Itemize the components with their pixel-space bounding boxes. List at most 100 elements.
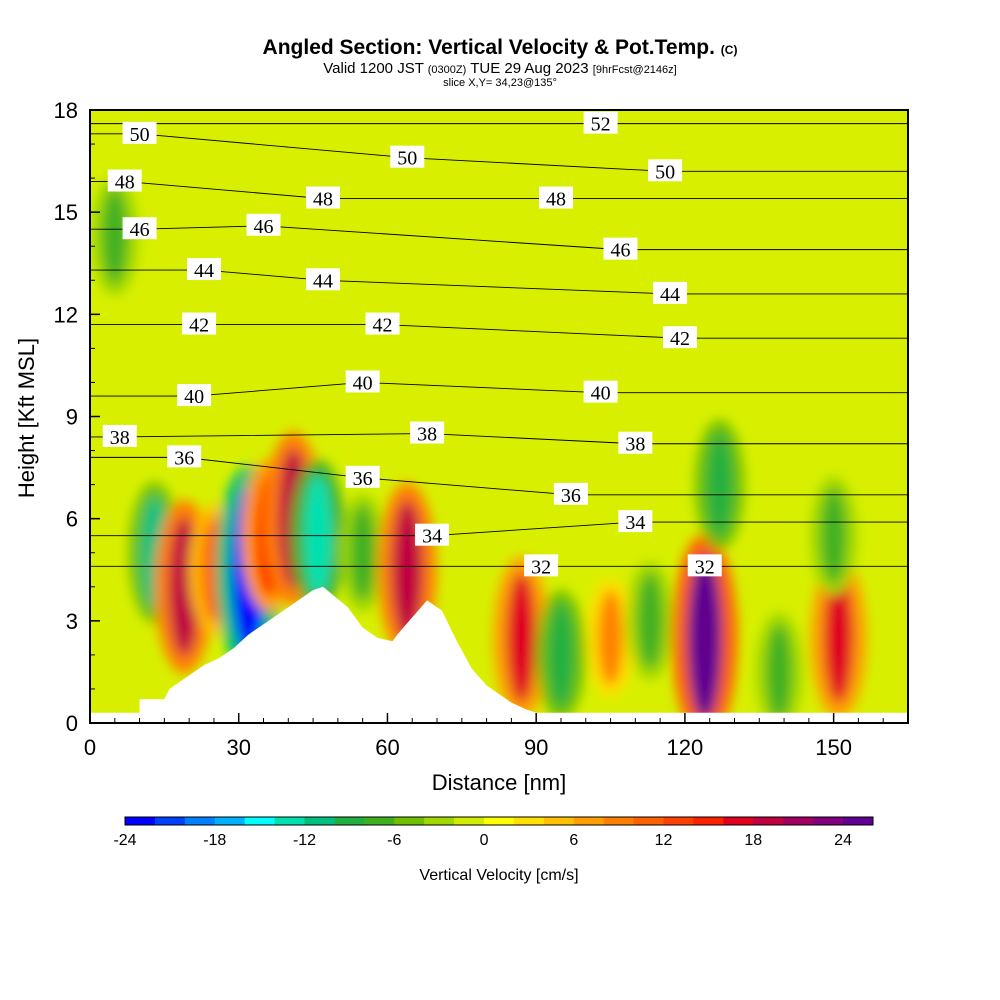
valid-utc: (0300Z) — [427, 64, 467, 76]
colorbar-swatch — [633, 817, 665, 825]
isentrope-label-text: 50 — [397, 148, 417, 170]
colorbar-tick-label: -24 — [113, 832, 136, 849]
colorbar-swatch — [813, 817, 844, 825]
isentrope-label-box — [107, 169, 142, 192]
colorbar-swatch — [364, 817, 395, 825]
velocity-field — [91, 176, 867, 723]
isentrope-label-text: 46 — [610, 240, 630, 262]
isentrope-label-text: 34 — [422, 526, 442, 548]
isentrope-label-box — [618, 510, 653, 533]
y-tick-label: 15 — [54, 200, 78, 225]
isentrope-label: 36 — [345, 465, 380, 490]
isentrope-label-box — [246, 213, 281, 236]
colorbar-swatch — [723, 817, 754, 825]
isentrope-label: 38 — [102, 424, 137, 449]
isentrope-label-box — [553, 482, 588, 505]
colorbar-swatch — [603, 817, 635, 825]
isentrope-label: 50 — [122, 121, 157, 146]
isentrope-label-box — [524, 554, 559, 577]
isentrope-label-box — [182, 312, 217, 335]
isentrope-label-text: 48 — [115, 172, 135, 194]
isentrope-label: 34 — [415, 523, 450, 548]
isentrope-label: 36 — [167, 445, 202, 469]
isentrope-label-text: 36 — [561, 485, 581, 507]
isentrope-label: 38 — [410, 421, 445, 446]
isentrope-label-text: 36 — [174, 447, 194, 469]
colorbar-swatch — [304, 817, 335, 825]
isentrope-label-text: 32 — [531, 556, 551, 578]
colorbar: -24 -18 -12 -6 0 6 12 18 24 — [113, 816, 874, 849]
colorbar-swatch — [573, 817, 605, 825]
isentrope-label-text: 38 — [625, 434, 645, 456]
colorbar-swatch — [334, 817, 365, 825]
colorbar-swatch — [394, 817, 425, 825]
colorbar-frame — [124, 816, 874, 826]
isentrope-label-box — [410, 421, 445, 444]
colorbar-tick-label: 18 — [744, 832, 762, 849]
colorbar-swatch — [753, 817, 784, 825]
isentrope-label-text: 42 — [670, 328, 690, 350]
isentrope-label-text: 52 — [591, 114, 611, 136]
velocity-cell — [102, 188, 128, 284]
isentrope-label-box — [603, 237, 638, 260]
velocity-cell — [706, 432, 733, 537]
y-axis: 0 3 6 9 12 15 18 — [54, 98, 100, 736]
x-tick-label: 150 — [815, 735, 852, 760]
y-tick-label: 18 — [54, 98, 78, 123]
colorbar-tick-label: -18 — [203, 832, 226, 849]
isentrope-label-text: 38 — [417, 424, 437, 446]
velocity-cell — [547, 602, 574, 707]
terrain-profile — [90, 586, 908, 723]
isentrope-label-box — [306, 186, 341, 209]
colorbar-tick-label: 6 — [569, 832, 578, 849]
isentrope-label-text: 42 — [189, 315, 209, 337]
isentrope-label: 44 — [653, 281, 688, 306]
velocity-cell — [391, 500, 423, 640]
isentrope-label-text: 50 — [655, 161, 675, 183]
isentrope-label-text: 48 — [546, 189, 566, 211]
chart-title-main: Angled Section: Vertical Velocity & Pot.… — [262, 36, 715, 59]
isentrope-label: 40 — [177, 384, 212, 408]
colorbar-swatch — [454, 817, 485, 825]
isentrope-label: 48 — [539, 186, 574, 211]
isentrope-label-text: 44 — [313, 270, 333, 292]
isentrope-label-text: 40 — [591, 383, 611, 405]
isentrope-label-text: 36 — [353, 468, 373, 490]
colorbar-swatch — [783, 817, 814, 825]
colorbar-swatch — [513, 817, 545, 825]
isentrope-label-text: 46 — [130, 219, 150, 241]
colorbar-tick-label: -6 — [387, 832, 401, 849]
x-tick-label: 30 — [226, 735, 250, 760]
chart-title-suffix: (C) — [720, 43, 738, 57]
chart-subtitle: Valid 1200 JST (0300Z) TUE 29 Aug 2023 [… — [0, 60, 1000, 77]
isentrope-label: 44 — [187, 258, 222, 282]
isentrope-label: 44 — [306, 268, 341, 292]
isentrope-label: 42 — [662, 326, 697, 350]
valid-prefix: Valid 1200 JST — [323, 60, 424, 77]
isentrope-label: 42 — [365, 312, 400, 337]
isentrope-label-box — [539, 186, 574, 209]
isentrope-label: 46 — [246, 213, 281, 238]
isentrope-label: 40 — [583, 380, 618, 405]
isentrope-label-box — [390, 145, 425, 168]
isentrope-line — [90, 521, 908, 537]
y-axis-title: Height [Kft MSL] — [14, 338, 39, 498]
isentrope-label: 36 — [553, 482, 588, 507]
title-block: Angled Section: Vertical Velocity & Pot.… — [0, 36, 1000, 89]
isentrope-label-box — [648, 159, 683, 182]
isentrope-label-box — [345, 465, 380, 488]
isentrope-label-box — [102, 424, 137, 447]
x-tick-label: 0 — [84, 735, 96, 760]
y-tick-label: 3 — [66, 609, 78, 634]
isentrope-label: 50 — [648, 159, 683, 183]
isentrope-label: 40 — [345, 370, 380, 394]
isentrope-label-box — [345, 370, 380, 393]
colorbar-swatch — [424, 817, 455, 825]
colorbar-tick-label: 0 — [480, 832, 489, 849]
colorbar-swatch — [663, 817, 694, 825]
colorbar-swatch — [244, 817, 276, 825]
isentrope-label-box — [662, 326, 697, 349]
isentrope-label: 38 — [618, 431, 653, 456]
isentrope-label-box — [167, 445, 202, 468]
